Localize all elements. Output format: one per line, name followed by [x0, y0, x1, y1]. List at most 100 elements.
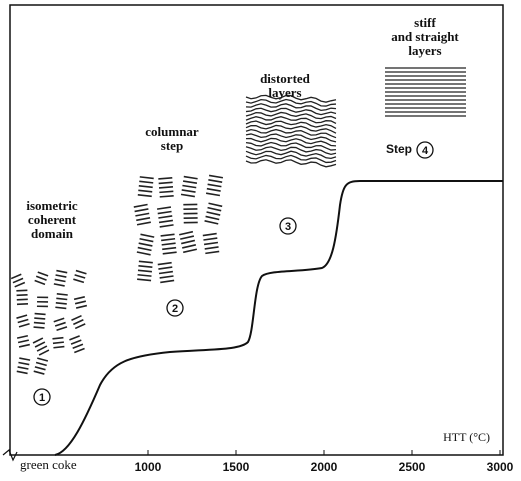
step-circle: [416, 141, 434, 159]
layer-dash: [158, 270, 173, 275]
layer-dash: [161, 237, 176, 242]
layer-dash: [208, 179, 223, 183]
layer-dash: [36, 345, 48, 352]
layer-sketches: [10, 67, 466, 375]
step-label: columnar: [145, 124, 199, 139]
layer-dash: [52, 341, 64, 345]
layer-dash: [134, 208, 149, 213]
wavy-layer: [245, 150, 337, 160]
layer-dash: [206, 211, 221, 216]
layer-dash: [205, 192, 221, 197]
layer-dash: [33, 370, 45, 375]
layer-dash: [206, 187, 221, 192]
tick-label: 1000: [135, 460, 162, 474]
tick-label: 3000: [487, 460, 514, 474]
step-label: domain: [31, 226, 74, 241]
layer-dash: [205, 250, 220, 255]
step-number: 4: [422, 145, 429, 157]
layer-dash: [138, 242, 153, 247]
layer-dash: [55, 301, 67, 305]
step-number: 1: [39, 392, 45, 404]
layer-dash: [182, 180, 198, 184]
step-prefix: Step: [386, 142, 412, 156]
step-label: isometric: [26, 198, 77, 213]
layer-dash: [10, 273, 22, 280]
layer-dash: [75, 269, 87, 275]
layer-dash: [158, 186, 174, 189]
layer-dash: [136, 221, 151, 226]
layer-dash: [204, 246, 219, 250]
layer-dash: [158, 266, 173, 270]
layer-dash: [159, 275, 174, 279]
wavy-layer: [245, 94, 337, 103]
layer-dash: [182, 244, 197, 249]
wavy-layer: [245, 154, 337, 164]
step-label: layers: [268, 85, 301, 100]
layer-dash: [53, 345, 65, 349]
layer-dash: [182, 184, 197, 189]
layer-dash: [138, 260, 153, 264]
layer-dash: [139, 176, 154, 180]
layer-dash: [158, 215, 173, 219]
layer-dash: [158, 177, 173, 180]
layer-dash: [208, 202, 223, 208]
wavy-layer: [245, 120, 337, 129]
layer-dash: [203, 241, 219, 246]
step-number: 2: [172, 303, 178, 315]
layer-dash: [161, 242, 176, 246]
step-circle: [279, 217, 297, 235]
layer-dash: [139, 180, 154, 184]
layer-dash: [16, 314, 28, 319]
layer-dash: [162, 246, 177, 251]
layer-dash: [35, 361, 47, 367]
layer-dash: [32, 337, 44, 344]
layer-dash: [180, 193, 195, 198]
layer-dash: [207, 206, 222, 212]
layer-dash: [70, 339, 82, 345]
layer-dash: [54, 321, 66, 327]
layer-dash: [18, 361, 30, 366]
step-label: stiff: [414, 15, 436, 30]
layer-dash: [203, 237, 218, 241]
layer-dash: [136, 217, 151, 222]
wavy-layer: [245, 137, 337, 147]
step-label: coherent: [28, 212, 77, 227]
start-label: green coke: [20, 457, 77, 472]
layer-dash: [34, 312, 46, 316]
layer-dash: [37, 357, 49, 362]
layer-dash: [56, 297, 68, 301]
wavy-layer: [245, 141, 337, 151]
layer-dash: [159, 190, 174, 194]
wavy-layer: [245, 98, 337, 107]
layer-dash: [133, 203, 148, 208]
wavy-layer: [245, 146, 337, 156]
layer-dash: [72, 343, 84, 350]
graphitization-curve: [54, 180, 503, 456]
layer-dash: [35, 275, 47, 281]
layer-dash: [19, 357, 31, 361]
layer-dash: [33, 321, 45, 325]
layer-dash: [56, 269, 68, 274]
layer-dash: [140, 233, 155, 238]
layer-dash: [17, 318, 29, 324]
layer-dash: [160, 233, 175, 237]
wavy-layer: [245, 128, 337, 139]
layer-dash: [138, 185, 153, 189]
wavy-layer: [245, 159, 337, 168]
layer-dash: [158, 181, 173, 185]
layer-dash: [157, 261, 172, 266]
layer-dash: [137, 246, 152, 252]
layer-dash: [204, 220, 219, 225]
layer-dash: [158, 219, 174, 224]
layer-dash: [33, 326, 45, 329]
layer-dash: [162, 251, 177, 255]
layer-dash: [17, 339, 29, 344]
frame: [9, 4, 504, 456]
layer-dash: [75, 304, 88, 309]
layer-dash: [73, 319, 84, 326]
layer-dash: [179, 230, 194, 236]
wavy-layer: [245, 107, 337, 116]
wavy-layer: [245, 103, 337, 112]
